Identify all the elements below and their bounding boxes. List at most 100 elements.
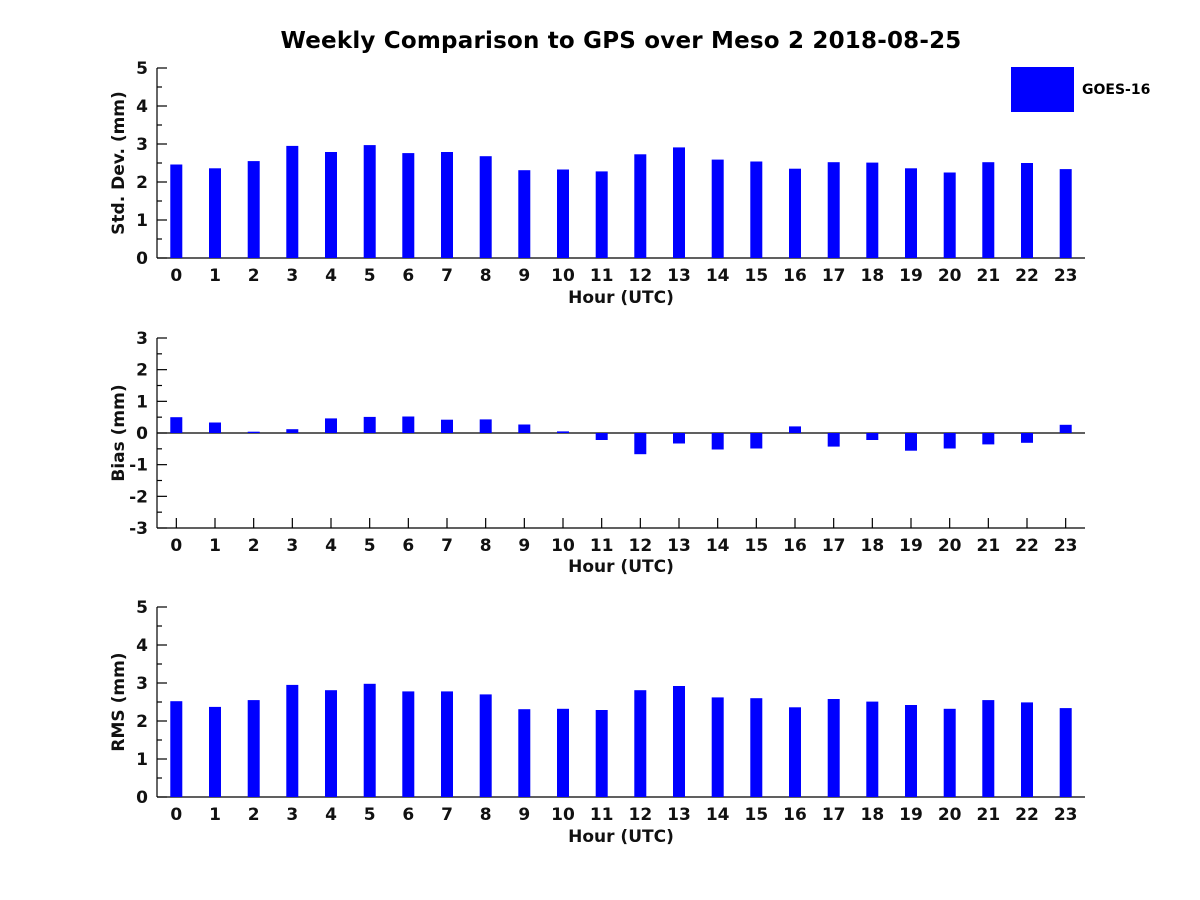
bar-hour-14 xyxy=(711,159,724,258)
bar-hour-8 xyxy=(479,156,492,258)
x-tick-label: 5 xyxy=(364,805,376,825)
x-tick-label: 23 xyxy=(1054,266,1078,286)
x-tick-label: 5 xyxy=(364,536,376,556)
x-tick-label: 19 xyxy=(899,805,923,825)
x-tick-label: 2 xyxy=(248,266,260,286)
x-tick-label: 15 xyxy=(744,536,768,556)
legend: GOES-16 xyxy=(1011,67,1150,112)
x-tick-label: 2 xyxy=(248,536,260,556)
bar-hour-15 xyxy=(750,433,763,449)
x-tick-label: 14 xyxy=(706,266,730,286)
x-tick-label: 19 xyxy=(899,266,923,286)
bar-hour-4 xyxy=(325,418,337,433)
bar-hour-13 xyxy=(673,433,685,444)
x-tick-label: 2 xyxy=(248,805,260,825)
bar-hour-10 xyxy=(557,169,569,258)
x-tick-label: 0 xyxy=(170,536,182,556)
bar-hour-2 xyxy=(247,700,260,797)
bar-hour-13 xyxy=(673,147,685,258)
bar-hour-0 xyxy=(170,417,183,433)
x-tick-label: 3 xyxy=(286,805,298,825)
y-tick-label: 4 xyxy=(136,97,148,117)
bar-hour-19 xyxy=(905,433,917,451)
x-tick-label: 7 xyxy=(441,266,453,286)
x-tick-label: 15 xyxy=(744,805,768,825)
bar-hour-18 xyxy=(866,162,879,258)
x-tick-label: 17 xyxy=(822,805,846,825)
y-tick-label: 2 xyxy=(136,361,148,381)
bar-hour-23 xyxy=(1059,424,1072,433)
y-tick-label: 2 xyxy=(136,712,148,732)
x-tick-label: 6 xyxy=(402,266,414,286)
y-tick-label: 0 xyxy=(136,249,148,269)
bar-hour-7 xyxy=(441,152,453,258)
x-tick-label: 8 xyxy=(480,536,492,556)
y-tick-label: -1 xyxy=(129,456,148,476)
x-tick-label: 22 xyxy=(1015,805,1039,825)
legend-swatch-goes16 xyxy=(1011,67,1074,112)
bar-hour-19 xyxy=(905,168,917,258)
bar-hour-7 xyxy=(441,419,453,433)
x-tick-label: 18 xyxy=(860,805,884,825)
x-tick-label: 1 xyxy=(209,266,221,286)
x-tick-label: 10 xyxy=(551,805,575,825)
x-tick-label: 6 xyxy=(402,805,414,825)
bar-hour-20 xyxy=(943,433,956,449)
y-tick-label: 3 xyxy=(136,674,148,694)
bar-hour-6 xyxy=(402,416,415,433)
bar-hour-4 xyxy=(325,152,337,258)
x-tick-label: 16 xyxy=(783,805,807,825)
bar-hour-22 xyxy=(1021,433,1033,443)
x-tick-label: 6 xyxy=(402,536,414,556)
bar-hour-5 xyxy=(363,416,376,433)
y-tick-label: 3 xyxy=(136,135,148,155)
bar-hour-23 xyxy=(1059,708,1072,797)
bar-hour-11 xyxy=(595,433,608,440)
bar-hour-18 xyxy=(866,433,879,440)
x-tick-label: 20 xyxy=(938,266,962,286)
x-tick-label: 7 xyxy=(441,536,453,556)
bar-hour-21 xyxy=(982,433,995,445)
bar-hour-20 xyxy=(943,172,956,258)
bar-hour-12 xyxy=(634,154,647,258)
bar-hour-16 xyxy=(789,168,801,258)
x-tick-label: 10 xyxy=(551,536,575,556)
x-tick-label: 12 xyxy=(628,266,652,286)
y-tick-label: 2 xyxy=(136,173,148,193)
legend-label-goes16: GOES-16 xyxy=(1082,81,1151,98)
bar-hour-2 xyxy=(247,431,260,433)
x-tick-label: 15 xyxy=(744,266,768,286)
bar-hour-15 xyxy=(750,161,763,258)
stddev-x-axis-label: Hour (UTC) xyxy=(568,288,674,308)
bar-hour-16 xyxy=(789,707,801,797)
y-tick-label: 5 xyxy=(136,598,148,618)
bar-hour-17 xyxy=(827,699,840,797)
bar-hour-5 xyxy=(363,145,376,258)
bar-hour-17 xyxy=(827,433,840,447)
x-tick-label: 4 xyxy=(325,266,337,286)
bias-x-axis-label: Hour (UTC) xyxy=(568,557,674,577)
y-tick-label: 3 xyxy=(136,329,148,349)
x-tick-label: 21 xyxy=(976,805,1000,825)
x-tick-label: 14 xyxy=(706,805,730,825)
x-tick-label: 22 xyxy=(1015,536,1039,556)
bar-hour-20 xyxy=(943,708,956,797)
x-tick-label: 0 xyxy=(170,805,182,825)
bar-hour-9 xyxy=(518,424,531,433)
bar-hour-22 xyxy=(1021,702,1033,797)
y-tick-label: 4 xyxy=(136,636,148,656)
x-tick-label: 9 xyxy=(518,805,530,825)
bar-hour-1 xyxy=(209,422,221,433)
y-tick-label: 0 xyxy=(136,788,148,808)
x-tick-label: 17 xyxy=(822,266,846,286)
x-tick-label: 16 xyxy=(783,266,807,286)
bar-hour-1 xyxy=(209,168,221,258)
y-tick-label: 5 xyxy=(136,59,148,79)
bar-hour-3 xyxy=(286,145,299,258)
x-tick-label: 18 xyxy=(860,536,884,556)
bar-hour-3 xyxy=(286,684,299,797)
x-tick-label: 1 xyxy=(209,805,221,825)
